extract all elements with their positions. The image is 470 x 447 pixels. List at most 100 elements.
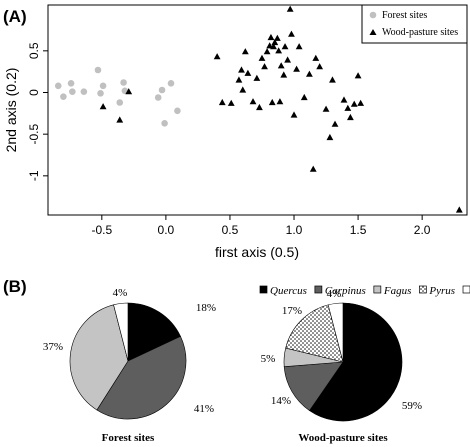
- point-forest: [161, 120, 168, 127]
- y-axis-label: 2nd axis (0.2): [3, 68, 19, 153]
- point-wood-pasture: [218, 98, 226, 106]
- point-wood-pasture: [280, 71, 288, 78]
- point-wood-pasture: [329, 76, 336, 83]
- pie-legend-item: Pyrus: [418, 285, 455, 297]
- point-wood-pasture: [266, 42, 274, 49]
- legend-label-forest: Forest sites: [382, 10, 427, 21]
- point-wood-pasture: [271, 38, 279, 46]
- point-wood-pasture: [350, 100, 358, 107]
- point-forest: [158, 86, 166, 94]
- pie-slice-fagus: [69, 304, 129, 411]
- pie-label-carpinus: 14%: [271, 395, 291, 407]
- y-axis: -1 -0.5 0 0.5: [27, 42, 48, 181]
- legend-label: Pyrus: [428, 285, 455, 297]
- point-wood-pasture: [357, 99, 365, 106]
- point-wood-pasture: [239, 86, 247, 93]
- pie-label-fagus: 5%: [261, 353, 276, 365]
- legend-box: [361, 4, 468, 44]
- point-wood-pasture: [290, 111, 298, 118]
- point-wood-pasture: [238, 66, 245, 73]
- point-wood-pasture: [267, 33, 275, 41]
- pie-label-carpinus: 41%: [194, 403, 214, 415]
- point-wood-pasture: [331, 120, 339, 127]
- point-wood-pasture: [258, 54, 266, 61]
- point-wood-pasture: [340, 96, 348, 103]
- point-wood-pasture: [268, 98, 276, 106]
- point-forest: [174, 107, 181, 115]
- pie-label-quercus: 18%: [196, 302, 216, 314]
- point-wood-pasture: [275, 47, 283, 54]
- point-wood-pasture: [263, 48, 271, 55]
- legend-marker-wood-pasture: [369, 29, 377, 35]
- pie-legend-item: Carpinus: [314, 285, 366, 297]
- point-forest: [67, 80, 75, 87]
- point-wood-pasture: [286, 5, 294, 12]
- point-wood-pasture: [256, 103, 263, 111]
- point-wood-pasture: [305, 70, 313, 77]
- point-wood-pasture: [284, 56, 292, 63]
- point-wood-pasture: [227, 99, 235, 106]
- pie-slice-other: [327, 302, 344, 363]
- point-forest: [54, 82, 62, 90]
- x-axis-label: first axis (0.5): [215, 244, 299, 260]
- plot-frame: [47, 4, 468, 216]
- point-wood-pasture: [344, 104, 352, 111]
- legend-swatch: [314, 285, 323, 294]
- pie-legend-item: Other: [462, 285, 470, 294]
- point-forest: [116, 99, 124, 106]
- pie-chart-wood-pasture: 59% 14% 5% 17% 4% Wood-pasture sites: [261, 288, 422, 444]
- point-forest: [94, 66, 102, 74]
- point-wood-pasture: [326, 133, 334, 141]
- pie-slice-quercus: [127, 302, 181, 362]
- point-forest: [99, 82, 107, 90]
- scatter-plot: -0.5 0.0 0.5 1.0 1.5 2.0 -1 -0.5 0 0.5 first axi…: [3, 4, 468, 260]
- point-forest: [167, 80, 175, 87]
- x-tick-label: 2.0: [414, 223, 431, 237]
- point-wood-pasture: [316, 63, 324, 70]
- pie-slice-other: [113, 302, 129, 362]
- point-wood-pasture: [261, 63, 268, 70]
- point-wood-pasture: [277, 62, 285, 69]
- point-wood-pasture: [125, 88, 133, 95]
- point-wood-pasture: [293, 65, 300, 72]
- legend-label: Quercus: [270, 285, 307, 297]
- point-wood-pasture: [99, 103, 107, 110]
- pie-label-quercus: 59%: [402, 400, 422, 412]
- pie-legend-item: Fagus: [373, 285, 412, 297]
- legend-swatch: [418, 285, 427, 294]
- point-wood-pasture: [354, 72, 362, 79]
- legend: Forest sites Wood-pasture sites: [361, 4, 468, 44]
- pie-label-pyrus: 17%: [282, 305, 302, 317]
- point-forest: [60, 93, 67, 100]
- y-tick-label: -1: [27, 170, 41, 181]
- y-tick-label: 0: [27, 89, 41, 96]
- point-wood-pasture: [346, 113, 354, 121]
- y-tick-label: 0.5: [27, 42, 41, 59]
- x-tick-label: 0.0: [158, 223, 175, 237]
- legend-label-wood-pasture: Wood-pasture sites: [382, 27, 458, 38]
- point-wood-pasture: [300, 93, 308, 101]
- legend-label: Fagus: [383, 285, 412, 297]
- point-forest: [97, 90, 104, 97]
- pie-label-other: 4%: [113, 287, 128, 299]
- point-wood-pasture: [322, 105, 330, 112]
- pie-slice-quercus: [309, 302, 403, 422]
- point-wood-pasture: [312, 54, 320, 61]
- x-tick-label: 0.5: [222, 223, 239, 237]
- point-wood-pasture: [309, 165, 317, 172]
- panel-a-label: (A): [3, 7, 27, 26]
- x-tick-label: -0.5: [91, 223, 112, 237]
- pie-title: Wood-pasture sites: [298, 432, 388, 444]
- pie-slice-carpinus: [96, 335, 187, 420]
- point-forest: [154, 94, 162, 101]
- legend-swatch: [259, 285, 268, 294]
- point-wood-pasture: [295, 43, 303, 50]
- x-tick-label: 1.5: [350, 223, 367, 237]
- point-wood-pasture: [116, 116, 124, 123]
- legend-swatch: [373, 285, 382, 294]
- point-forest: [69, 88, 76, 95]
- pie-slice-pyrus: [285, 304, 344, 363]
- point-wood-pasture: [244, 69, 252, 76]
- legend-marker-forest: [369, 11, 377, 19]
